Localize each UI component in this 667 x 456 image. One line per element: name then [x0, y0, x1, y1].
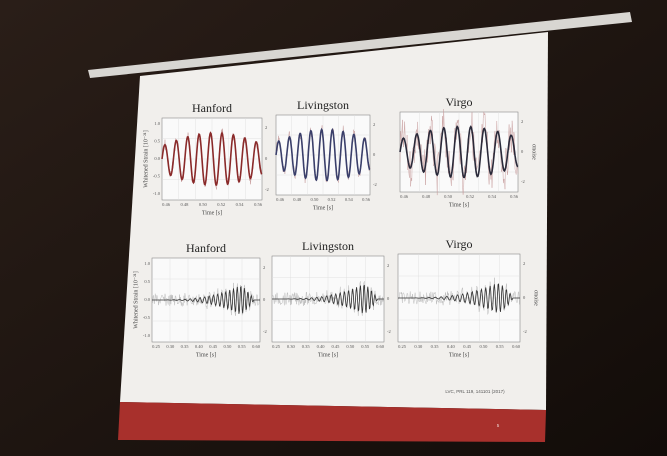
- panel-title: Virgo: [445, 95, 472, 109]
- x-tick-label: 0.50: [223, 344, 232, 349]
- x-tick-label: 0.60: [512, 344, 521, 349]
- x-tick-label: 0.45: [331, 344, 340, 349]
- y-axis-label: Whitened Strain [10⁻²¹]: [133, 271, 139, 328]
- y-tick-label: 0.5: [144, 279, 150, 284]
- x-tick-label: 0.45: [463, 344, 472, 349]
- x-tick-label: 0.30: [287, 344, 296, 349]
- menu-bar: [88, 12, 632, 78]
- x-axis-label: Time [s]: [449, 202, 469, 208]
- x-tick-label: 0.35: [431, 344, 440, 349]
- y2-tick-label: 0: [265, 156, 268, 161]
- x-axis-label: Time [s]: [196, 352, 216, 358]
- y2-tick-label: -2: [387, 329, 391, 334]
- x-tick-label: 0.60: [376, 344, 385, 349]
- waveform: [398, 283, 520, 313]
- x-tick-label: 0.48: [293, 197, 302, 202]
- x-tick-label: 0.50: [444, 194, 453, 199]
- y2-tick-label: 0: [521, 149, 524, 154]
- y-tick-label: 0.0: [154, 156, 160, 161]
- panel-title: Hanford: [192, 101, 232, 115]
- x-tick-label: 0.56: [510, 194, 519, 199]
- x-tick-label: 0.55: [238, 344, 247, 349]
- y2-tick-label: 2: [263, 265, 265, 270]
- x-tick-label: 0.56: [254, 202, 263, 207]
- x-tick-label: 0.60: [252, 344, 261, 349]
- x-tick-label: 0.35: [302, 344, 311, 349]
- x-tick-label: 0.35: [181, 344, 190, 349]
- x-tick-label: 0.25: [152, 344, 161, 349]
- y2-axis-label: σnoise: [533, 290, 539, 306]
- x-tick-label: 0.46: [276, 197, 285, 202]
- y-tick-label: 0.5: [154, 139, 160, 144]
- y2-tick-label: -2: [373, 182, 377, 187]
- y2-tick-label: -2: [523, 329, 527, 334]
- footer-bar: [118, 402, 546, 442]
- y-tick-label: -0.5: [143, 315, 151, 320]
- x-tick-label: 0.52: [466, 194, 474, 199]
- y2-tick-label: 0: [263, 297, 266, 302]
- x-tick-label: 0.54: [236, 202, 245, 207]
- x-tick-label: 0.54: [488, 194, 497, 199]
- y2-tick-label: 2: [265, 125, 267, 130]
- panel-title: Livingston: [302, 239, 354, 253]
- y-tick-label: 1.0: [144, 261, 150, 266]
- waveform: [161, 131, 263, 186]
- panel-title: Livingston: [297, 98, 349, 112]
- citation: LVC, PRL 119, 141101 (2017): [445, 389, 505, 394]
- y2-axis-label: σnoise: [531, 144, 537, 160]
- x-tick-label: 0.30: [414, 344, 423, 349]
- y-tick-label: 0.0: [144, 297, 150, 302]
- x-tick-label: 0.46: [400, 194, 409, 199]
- x-tick-label: 0.48: [422, 194, 431, 199]
- x-tick-label: 0.55: [361, 344, 370, 349]
- x-tick-label: 0.48: [180, 202, 189, 207]
- x-tick-label: 0.55: [496, 344, 505, 349]
- x-tick-label: 0.25: [272, 344, 281, 349]
- x-tick-label: 0.45: [209, 344, 218, 349]
- x-axis-label: Time [s]: [313, 205, 333, 211]
- y2-tick-label: 2: [523, 261, 525, 266]
- x-tick-label: 0.30: [166, 344, 175, 349]
- y2-tick-label: 2: [521, 119, 523, 124]
- y2-tick-label: -2: [263, 329, 267, 334]
- y2-tick-label: 0: [523, 295, 526, 300]
- x-tick-label: 0.54: [345, 197, 354, 202]
- y2-tick-label: 0: [373, 152, 376, 157]
- x-tick-label: 0.40: [447, 344, 456, 349]
- x-tick-label: 0.50: [479, 344, 488, 349]
- x-tick-label: 0.52: [328, 197, 336, 202]
- y-axis-label: Whitened Strain [10⁻²¹]: [143, 130, 149, 187]
- waveform: [399, 125, 519, 179]
- x-tick-label: 0.25: [398, 344, 407, 349]
- y-tick-label: -0.5: [153, 174, 161, 179]
- waveform: [275, 127, 371, 182]
- y2-tick-label: 2: [387, 263, 389, 268]
- panel-title: Hanford: [186, 241, 226, 255]
- x-tick-label: 0.50: [346, 344, 355, 349]
- y2-tick-label: 0: [387, 296, 390, 301]
- y-tick-label: -1.0: [143, 333, 151, 338]
- x-tick-label: 0.40: [317, 344, 326, 349]
- x-axis-label: Time [s]: [449, 352, 469, 358]
- x-axis-label: Time [s]: [318, 352, 338, 358]
- y2-tick-label: -2: [521, 179, 525, 184]
- x-axis-label: Time [s]: [202, 210, 222, 216]
- x-tick-label: 0.46: [162, 202, 171, 207]
- waveform: [152, 285, 260, 314]
- waveform: [272, 284, 384, 314]
- x-tick-label: 0.52: [217, 202, 225, 207]
- panel-title: Virgo: [445, 237, 472, 251]
- x-tick-label: 0.50: [310, 197, 319, 202]
- y-tick-label: 1.0: [154, 121, 160, 126]
- x-tick-label: 0.50: [199, 202, 208, 207]
- x-tick-label: 0.56: [362, 197, 371, 202]
- y-tick-label: -1.0: [153, 191, 161, 196]
- x-tick-label: 0.40: [195, 344, 204, 349]
- page-number: 5: [497, 423, 500, 428]
- y2-tick-label: 2: [373, 122, 375, 127]
- y2-tick-label: -2: [265, 187, 269, 192]
